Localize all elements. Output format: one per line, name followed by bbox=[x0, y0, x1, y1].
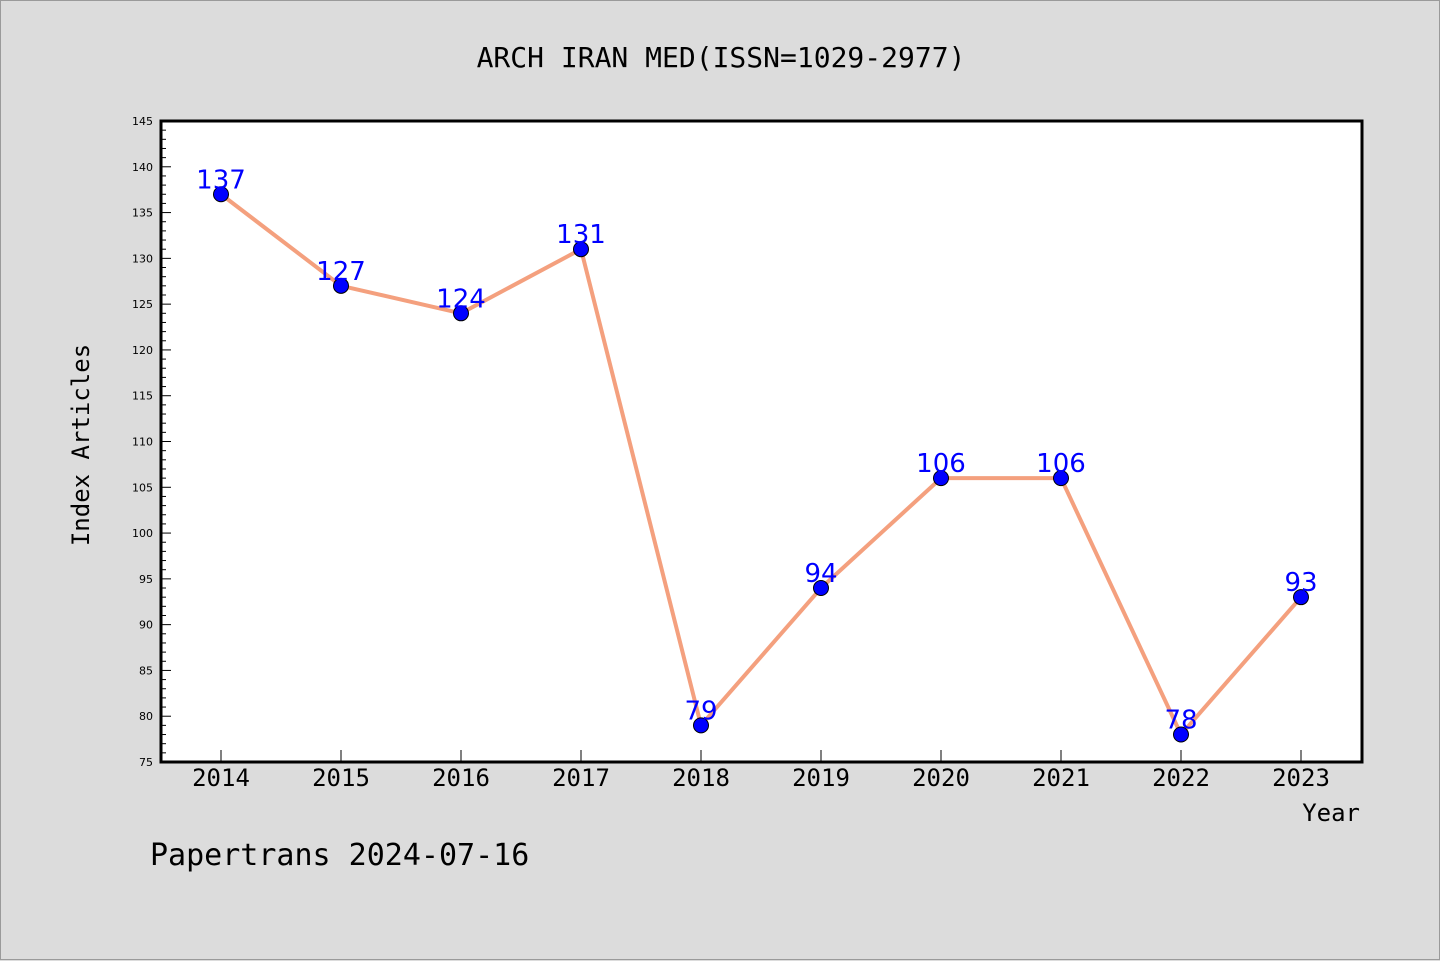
y-tick-label: 120 bbox=[132, 344, 153, 357]
chart-title: ARCH IRAN MED(ISSN=1029-2977) bbox=[477, 41, 966, 74]
data-point bbox=[1293, 589, 1309, 606]
y-axis-label: Index Articles bbox=[67, 344, 95, 546]
data-label: 106 bbox=[1036, 449, 1086, 479]
y-tick-label: 105 bbox=[132, 481, 153, 494]
data-label: 93 bbox=[1284, 568, 1317, 598]
y-axis-tick-labels: 75 80 85 90 95 100 105 110 115 120 125 130 135 140 145 bbox=[132, 115, 153, 769]
x-tick-label: 2014 bbox=[192, 764, 250, 792]
data-label: 124 bbox=[436, 284, 486, 314]
data-label: 127 bbox=[316, 257, 366, 287]
x-tick-label: 2017 bbox=[552, 764, 610, 792]
y-tick-label: 130 bbox=[132, 252, 153, 265]
y-tick-label: 95 bbox=[139, 573, 153, 586]
y-tick-label: 115 bbox=[132, 390, 153, 403]
y-tick-label: 85 bbox=[139, 664, 153, 677]
series-line bbox=[219, 192, 1303, 737]
y-tick-label: 100 bbox=[132, 527, 153, 540]
data-point bbox=[453, 305, 469, 322]
y-tick-label: 140 bbox=[132, 161, 153, 174]
x-tick-label: 2015 bbox=[312, 764, 370, 792]
data-point bbox=[1053, 470, 1069, 487]
x-tick-label: 2016 bbox=[432, 764, 490, 792]
data-point bbox=[573, 241, 589, 258]
data-labels: 137 127 124 131 79 94 106 106 78 93 bbox=[196, 165, 1317, 735]
plot-border bbox=[159, 119, 1364, 764]
y-tick-label: 125 bbox=[132, 298, 153, 311]
y-tick-label: 90 bbox=[139, 619, 153, 632]
y-tick-label: 80 bbox=[139, 710, 153, 723]
footer-caption: Papertrans 2024-07-16 bbox=[150, 838, 529, 873]
y-tick-label: 135 bbox=[132, 207, 153, 220]
x-tick-label: 2021 bbox=[1032, 764, 1090, 792]
data-point bbox=[213, 186, 229, 203]
x-axis-label: Year bbox=[1302, 799, 1360, 827]
y-tick-label: 110 bbox=[132, 436, 153, 449]
data-point bbox=[693, 717, 709, 734]
data-point bbox=[813, 580, 829, 597]
y-tick-label: 75 bbox=[139, 756, 153, 769]
y-tick-label: 145 bbox=[132, 115, 153, 128]
data-label: 131 bbox=[556, 220, 606, 250]
plot-area bbox=[161, 121, 1362, 762]
data-label: 106 bbox=[916, 449, 966, 479]
data-label: 137 bbox=[196, 165, 246, 195]
data-label: 78 bbox=[1164, 706, 1197, 736]
x-tick-label: 2019 bbox=[792, 764, 850, 792]
x-tick-label: 2020 bbox=[912, 764, 970, 792]
data-label: 94 bbox=[804, 559, 837, 589]
data-point bbox=[1173, 726, 1189, 743]
x-tick-label: 2018 bbox=[672, 764, 730, 792]
data-point bbox=[333, 277, 349, 294]
data-point bbox=[933, 470, 949, 487]
x-tick-label: 2022 bbox=[1152, 764, 1210, 792]
x-axis-tick-labels: 2014 2015 2016 2017 2018 2019 2020 2021 2022 2023 bbox=[192, 764, 1330, 792]
x-tick-label: 2023 bbox=[1272, 764, 1330, 792]
data-label: 79 bbox=[684, 696, 717, 726]
series-markers bbox=[213, 186, 1309, 743]
x-axis-ticks bbox=[220, 750, 1302, 762]
